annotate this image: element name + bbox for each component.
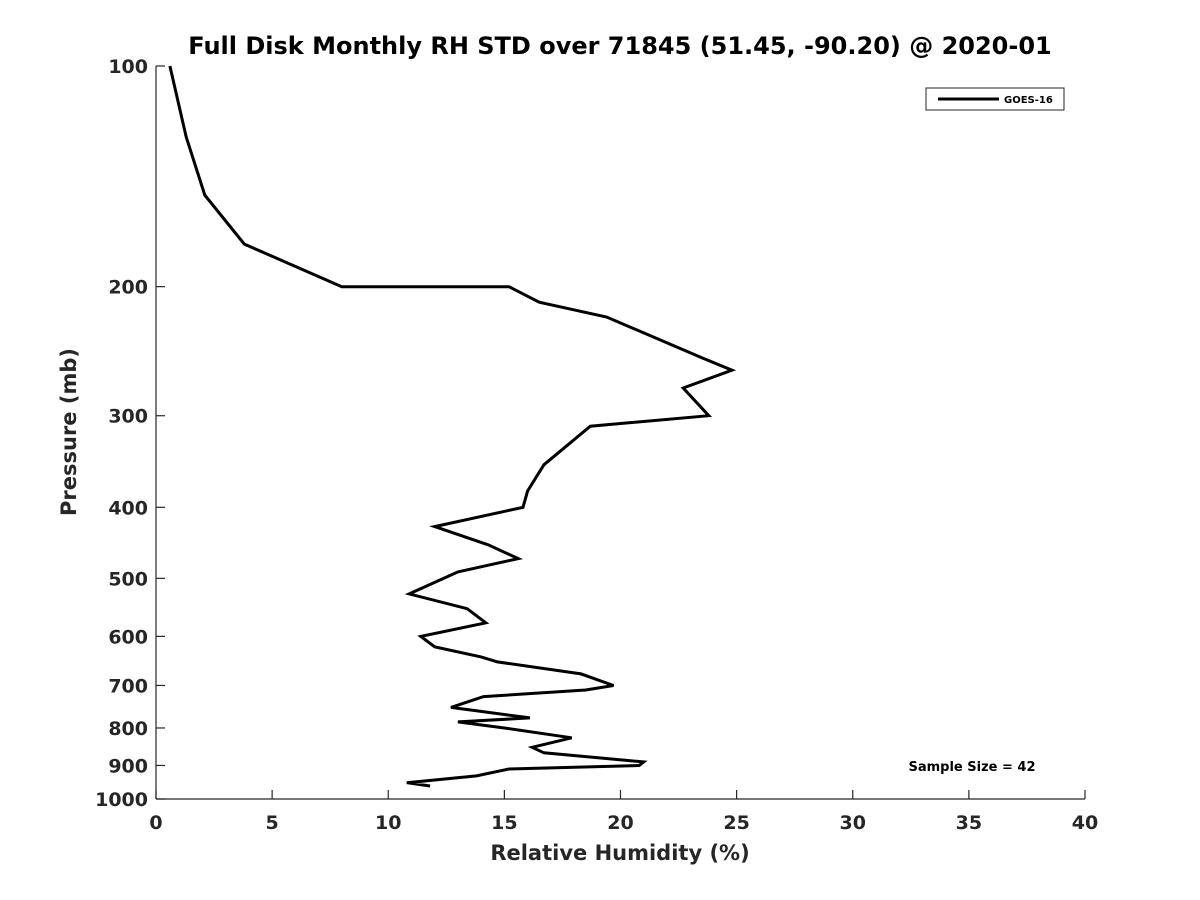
y-tick-label: 900 xyxy=(108,755,148,777)
plot-area: 0 5 10 15 20 25 30 35 40 100 200 300 400 500 600 700 80… xyxy=(95,56,1098,834)
y-tick-label: 700 xyxy=(108,675,148,697)
legend: GOES-16 xyxy=(925,87,1065,111)
x-axis-label: Relative Humidity (%) xyxy=(490,841,749,865)
x-tick-label: 35 xyxy=(956,812,982,834)
x-tick-label: 30 xyxy=(840,812,866,834)
x-tick-label: 25 xyxy=(723,812,749,834)
legend-entry-goes-16: GOES-16 xyxy=(1004,95,1053,106)
y-tick-label: 600 xyxy=(108,626,148,648)
sample-size-annotation: Sample Size = 42 xyxy=(908,760,1035,775)
y-tick-label: 200 xyxy=(108,277,148,299)
chart-title: Full Disk Monthly RH STD over 71845 (51.… xyxy=(188,32,1051,60)
series-line-goes-16 xyxy=(168,65,737,788)
y-tick-label: 1000 xyxy=(95,789,148,811)
x-tick-label: 40 xyxy=(1072,812,1098,834)
x-tick-label: 5 xyxy=(266,812,279,834)
y-tick-label: 400 xyxy=(108,497,148,519)
y-tick-label: 800 xyxy=(108,718,148,740)
y-tick-label: 300 xyxy=(108,406,148,428)
y-axis-label: Pressure (mb) xyxy=(57,348,81,516)
y-tick-label: 100 xyxy=(108,56,148,78)
x-ticks: 0 5 10 15 20 25 30 35 40 xyxy=(149,790,1098,834)
x-tick-label: 20 xyxy=(607,812,633,834)
y-ticks: 100 200 300 400 500 600 700 800 900 1000 xyxy=(95,56,165,811)
y-tick-label: 500 xyxy=(108,568,148,590)
x-tick-label: 15 xyxy=(491,812,517,834)
x-tick-label: 10 xyxy=(375,812,401,834)
x-tick-label: 0 xyxy=(149,812,162,834)
